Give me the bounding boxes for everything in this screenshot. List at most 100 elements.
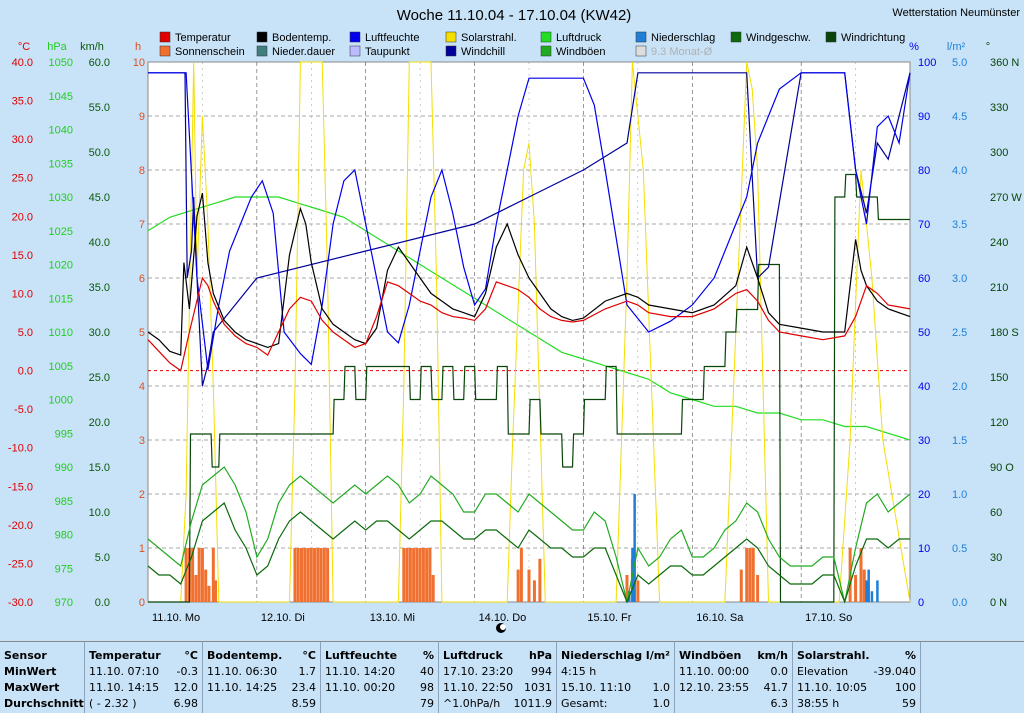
x-tick-label: 12.10. Di — [261, 612, 305, 624]
stats-column: Solarstrahl.% Elevation -39.040 11.10. 10:0… — [793, 642, 921, 713]
stats-row: 11.10. 22:50 1031 — [443, 680, 552, 696]
wind-tick-label: 40.0 — [89, 237, 110, 249]
sunshine-bar — [200, 548, 204, 602]
stats-label: Elevation — [797, 665, 849, 678]
stats-label: Niederschlag — [561, 649, 643, 662]
humidity-tick-label: 40 — [918, 381, 930, 393]
stats-row: 79 — [325, 696, 434, 712]
temp-tick-label: -30.0 — [8, 597, 33, 609]
legend-label: Sonnenschein — [175, 46, 245, 58]
precipitation-bar — [876, 580, 879, 602]
sunshine-bar — [319, 548, 323, 602]
humidity-tick-label: 10 — [918, 543, 930, 555]
stats-column: Temperatur °C 11.10. 07:10 -0.3 11.10. 14:15… — [85, 642, 203, 713]
direction-unit-label: ° — [986, 41, 990, 53]
stats-row: Temperatur °C — [89, 648, 198, 664]
legend-swatch — [540, 31, 552, 43]
direction-tick-label: 240 — [990, 237, 1008, 249]
stats-column: Sensor MinWert MaxWert Durchschnitt — [0, 642, 85, 713]
stats-row: Bodentemp. °C — [207, 648, 316, 664]
x-tick-label: 15.10. Fr — [587, 612, 631, 624]
humidity-tick-label: 0 — [918, 597, 924, 609]
rain-tick-label: 2.0 — [952, 381, 967, 393]
temp-tick-label: -15.0 — [8, 481, 33, 493]
stats-label: Bodentemp. — [207, 649, 283, 662]
stats-column: Bodentemp. °C 11.10. 06:30 1.7 11.10. 14:25 2… — [203, 642, 321, 713]
series-line-luftfeuchte — [148, 72, 911, 370]
stats-row: MaxWert — [4, 680, 80, 696]
hours-tick-label: 0 — [139, 597, 145, 609]
stats-row: 17.10. 23:20 994 — [443, 664, 552, 680]
hours-tick-label: 2 — [139, 489, 145, 501]
rain-tick-label: 0.5 — [952, 543, 967, 555]
sunshine-bar — [527, 569, 531, 602]
x-axis-labels: 11.10. Mo 12.10. Di 13.10. Mi 14.10. Do 15.1… — [152, 612, 852, 624]
chart-title: Woche 11.10.04 - 17.10.04 (KW42) — [397, 7, 632, 24]
sunshine-bar — [303, 548, 307, 602]
stats-row: Luftfeuchte% — [325, 648, 434, 664]
stats-label: Temperatur — [89, 649, 161, 662]
sunshine-bar — [519, 548, 523, 602]
stats-row: MinWert — [4, 664, 80, 680]
line-layer — [147, 61, 911, 604]
stats-label: 11.10. 00:20 — [325, 681, 396, 694]
sunshine-bar — [207, 585, 211, 602]
direction-tick-label: 150 — [990, 372, 1008, 384]
stats-label: 11.10. 07:10 — [89, 665, 160, 678]
sunshine-bar — [197, 548, 201, 602]
stats-value: l/m² — [645, 649, 670, 662]
stats-label: ( - 2.32 ) — [89, 697, 137, 710]
sunshine-bar — [299, 548, 303, 602]
direction-tick-label: 210 — [990, 282, 1008, 294]
stats-column: Luftdruck hPa 17.10. 23:20 994 11.10. 22:50 1… — [439, 642, 557, 713]
stats-value: 59 — [902, 697, 916, 710]
sunshine-bar — [428, 548, 432, 602]
sunshine-bar — [859, 548, 863, 602]
precipitation-bar — [867, 569, 870, 602]
stats-label: 11.10. 14:15 — [89, 681, 160, 694]
stats-column: Windböen km/h 11.10. 00:00 0.0 12.10. 23:55 4… — [675, 642, 793, 713]
direction-tick-label: 330 — [990, 102, 1008, 114]
humidity-tick-label: 80 — [918, 165, 930, 177]
sunshine-bar — [415, 548, 419, 602]
rain-tick-label: 2.5 — [952, 327, 967, 339]
stats-label: 12.10. 23:55 — [679, 681, 750, 694]
direction-tick-label: 270 W — [990, 192, 1022, 204]
sunshine-bar — [293, 548, 297, 602]
legend-label: Bodentemp. — [272, 32, 331, 44]
pressure-tick-label: 1000 — [49, 395, 73, 407]
stats-row: 11.10. 00:00 0.0 — [679, 664, 788, 680]
hours-tick-label: 10 — [133, 57, 145, 69]
legend-label: Nieder.dauer — [272, 46, 335, 58]
sunshine-bar — [421, 548, 425, 602]
stats-row: ^1.0hPa/h 1011.9 — [443, 696, 552, 712]
stats-value: °C — [184, 649, 198, 662]
sunshine-bar — [625, 575, 629, 602]
rain-tick-label: 3.0 — [952, 273, 967, 285]
hours-tick-label: 3 — [139, 435, 145, 447]
wind-tick-label: 50.0 — [89, 147, 110, 159]
stats-row: Windböen km/h — [679, 648, 788, 664]
sunshine-bar — [213, 580, 217, 602]
stats-value: 1.7 — [298, 665, 317, 678]
stats-row: 6.3 — [679, 696, 789, 712]
legend-swatch — [256, 45, 268, 57]
pressure-tick-label: 970 — [55, 597, 73, 609]
stats-value: 6.3 — [770, 697, 789, 710]
pressure-tick-label: 1030 — [49, 192, 73, 204]
wind-tick-label: 45.0 — [89, 192, 110, 204]
sunshine-bar — [862, 569, 866, 602]
moon-highlight — [500, 624, 506, 630]
stats-value: 40 — [420, 665, 434, 678]
pressure-tick-label: 1020 — [49, 260, 73, 272]
pressure-unit-label: hPa — [47, 41, 67, 53]
rain-unit-label: l/m² — [947, 41, 966, 53]
legend-label: Niederschlag — [651, 32, 715, 44]
sunshine-bar — [516, 569, 520, 602]
humidity-tick-label: 30 — [918, 435, 930, 447]
wind-tick-label: 35.0 — [89, 282, 110, 294]
hours-tick-label: 6 — [139, 273, 145, 285]
humidity-tick-label: 50 — [918, 327, 930, 339]
pressure-tick-label: 985 — [55, 496, 73, 508]
pressure-tick-label: 995 — [55, 428, 73, 440]
